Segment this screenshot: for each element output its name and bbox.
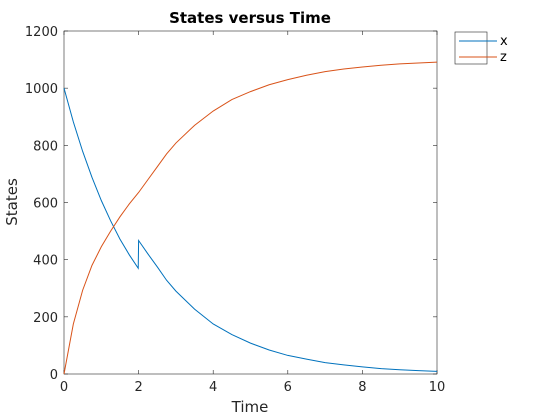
x-tick-label: 10 [429,380,446,395]
y-tick-label: 800 [33,139,58,154]
y-tick-label: 400 [33,254,58,269]
x-tick-label: 0 [60,380,68,395]
x-axis-label: Time [231,398,269,416]
y-tick-label: 200 [33,311,58,326]
axes-box [63,30,438,375]
y-tick-label: 0 [50,368,58,383]
y-tick-label: 1200 [25,25,58,40]
series-line-x [63,88,438,372]
x-tick-label: 2 [134,380,142,395]
legend-label-z: z [500,50,507,65]
x-tick-label: 8 [358,380,366,395]
legend-frame [454,31,488,65]
legend-label-x: x [500,34,508,49]
series-line-z [63,61,438,375]
y-tick-label: 600 [33,197,58,212]
legend: x z [454,31,508,65]
plot-area: 0 2 4 6 8 10 0 200 400 600 800 1000 1200 [25,25,445,395]
chart-title: States versus Time [169,9,331,27]
x-tick-label: 6 [284,380,292,395]
x-tick-label: 4 [209,380,217,395]
y-tick-label: 1000 [25,82,58,97]
y-axis-label: States [3,178,21,226]
